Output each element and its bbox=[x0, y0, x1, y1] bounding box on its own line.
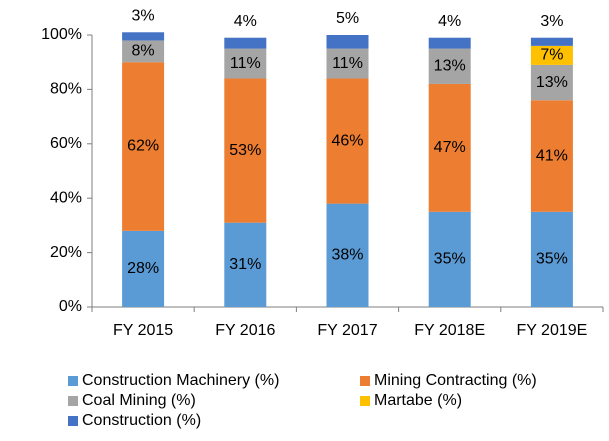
bar-segment bbox=[224, 37, 267, 49]
data-label: 13% bbox=[434, 57, 466, 74]
bar-segment bbox=[530, 64, 573, 101]
bar-segment bbox=[224, 48, 267, 79]
y-tick-label: 40% bbox=[50, 189, 82, 206]
bar-segment bbox=[122, 230, 165, 307]
bar-segment bbox=[530, 37, 573, 46]
y-tick-label: 80% bbox=[50, 81, 82, 98]
data-label: 4% bbox=[234, 13, 257, 30]
bar-segment bbox=[122, 32, 165, 41]
y-tick-label: 60% bbox=[50, 135, 82, 152]
data-label: 53% bbox=[229, 142, 261, 159]
data-label: 4% bbox=[438, 13, 461, 30]
data-label: 5% bbox=[336, 10, 359, 27]
data-label: 31% bbox=[229, 256, 261, 273]
bar-segment bbox=[326, 35, 369, 49]
y-tick-label: 100% bbox=[41, 26, 82, 43]
bar-segment bbox=[428, 211, 471, 307]
x-tick-label: FY 2019E bbox=[516, 322, 587, 339]
bar-segment bbox=[224, 222, 267, 307]
data-label: 11% bbox=[332, 55, 363, 72]
data-label: 41% bbox=[536, 147, 568, 164]
legend-swatch bbox=[68, 376, 78, 386]
data-label: 13% bbox=[536, 74, 568, 91]
data-label: 3% bbox=[132, 7, 155, 24]
x-tick-label: FY 2018E bbox=[414, 322, 485, 339]
bar-segment bbox=[326, 203, 369, 307]
bar-segment bbox=[122, 62, 165, 231]
x-tick-label: FY 2015 bbox=[113, 322, 173, 339]
bar-segment bbox=[428, 37, 471, 49]
legend-label: Construction Machinery (%) bbox=[82, 372, 279, 389]
bar-segment bbox=[326, 78, 369, 204]
x-tick-label: FY 2017 bbox=[317, 322, 377, 339]
legend-label: Martabe (%) bbox=[374, 392, 462, 409]
data-label: 3% bbox=[540, 13, 563, 30]
legend-swatch bbox=[360, 376, 370, 386]
bar-segment bbox=[530, 211, 573, 307]
data-label: 35% bbox=[536, 251, 568, 268]
legend-label: Mining Contracting (%) bbox=[374, 372, 537, 389]
bar-segment bbox=[326, 48, 369, 79]
data-label: 62% bbox=[127, 138, 159, 155]
bar-segment bbox=[428, 48, 471, 84]
data-label: 47% bbox=[434, 139, 466, 156]
data-label: 46% bbox=[331, 132, 363, 149]
legend-label: Construction (%) bbox=[82, 412, 201, 429]
bar-segment bbox=[530, 100, 573, 212]
legend-label: Coal Mining (%) bbox=[82, 392, 196, 409]
legend-swatch bbox=[360, 396, 370, 406]
bar-segment bbox=[530, 45, 573, 65]
data-label: 7% bbox=[540, 47, 563, 64]
x-tick-label: FY 2016 bbox=[215, 322, 275, 339]
data-label: 35% bbox=[434, 251, 466, 268]
data-label: 38% bbox=[331, 247, 363, 264]
data-label: 11% bbox=[230, 55, 261, 72]
data-label: 8% bbox=[132, 43, 155, 60]
bar-segment bbox=[122, 40, 165, 63]
data-label: 28% bbox=[127, 260, 159, 277]
legend-swatch bbox=[68, 396, 78, 406]
bar-segment bbox=[224, 78, 267, 223]
y-tick-label: 20% bbox=[50, 244, 82, 261]
bar-segment bbox=[428, 83, 471, 212]
y-tick-label: 0% bbox=[59, 298, 82, 315]
legend-swatch bbox=[68, 416, 78, 426]
